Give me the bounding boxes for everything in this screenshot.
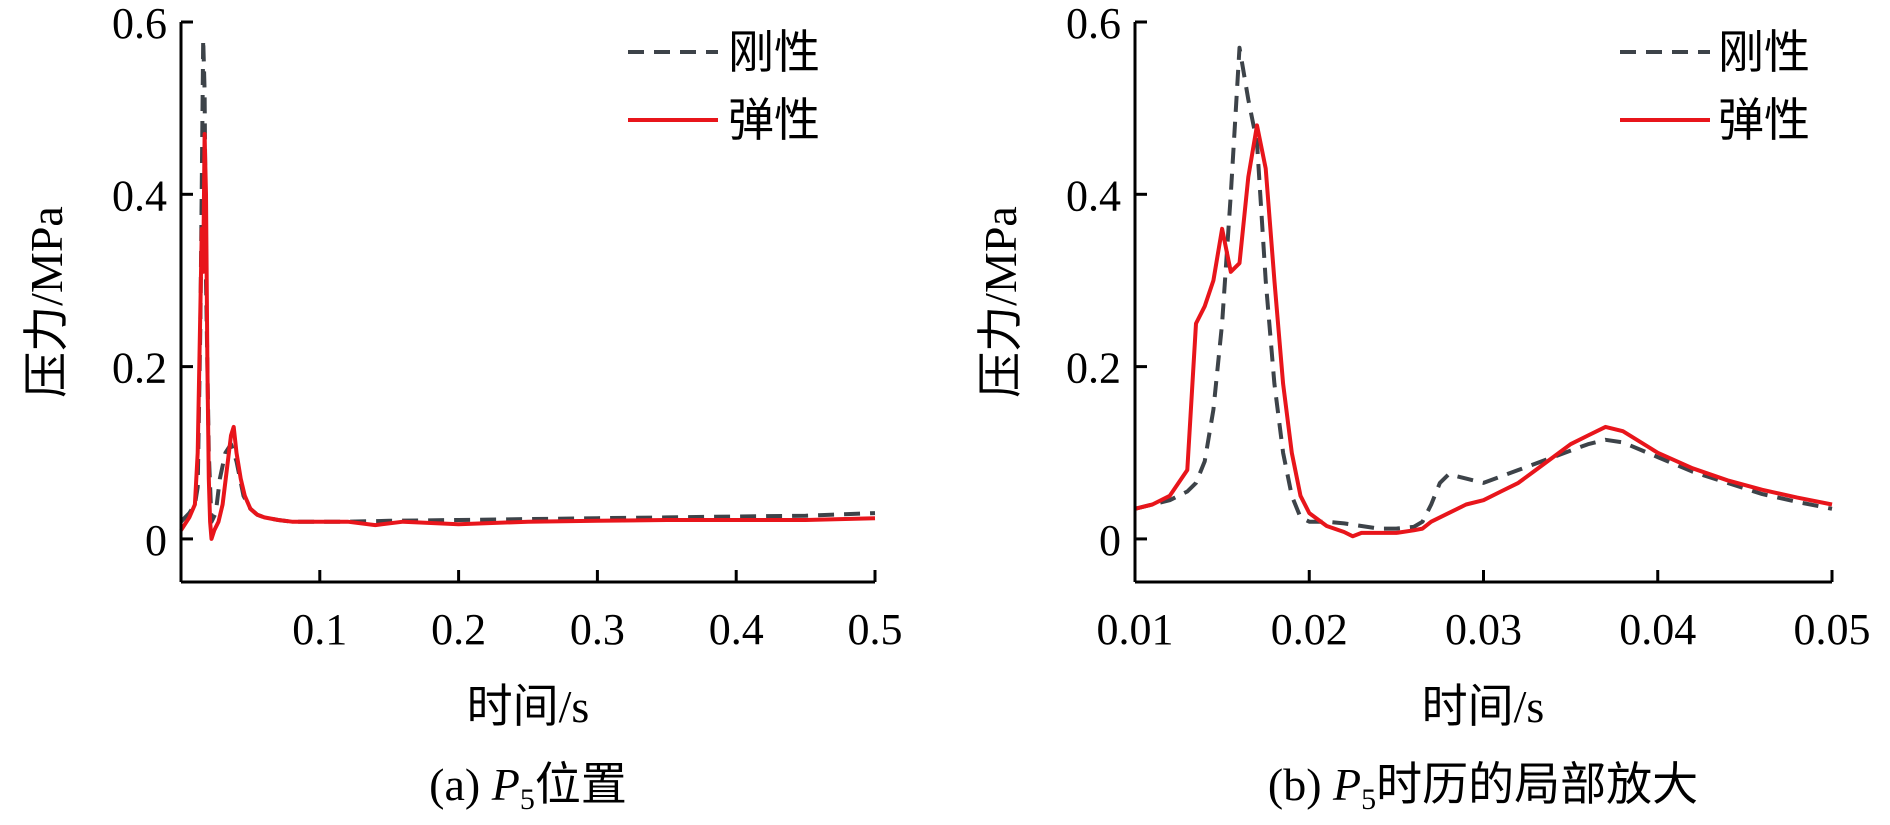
- x-tick-label-a: 0.3: [570, 605, 625, 654]
- y-tick-label-a: 0.2: [112, 344, 167, 393]
- y-ticks-a: 0 0.2 0.4 0.6: [112, 0, 193, 565]
- x-tick-label-a: 0.4: [709, 605, 764, 654]
- y-ticks-b: 0 0.2 0.4 0.6: [1066, 0, 1147, 565]
- series-line-elastic-b: [1134, 123, 1833, 539]
- plot-area-a: [179, 37, 876, 541]
- x-tick-label-a: 0.5: [848, 605, 903, 654]
- x-tick-label-b: 0.01: [1097, 605, 1174, 654]
- panel-a: 0.1 0.2 0.3 0.4 0.5 0 0.2 0.4 0.6 压力/MPa 时间/s 刚…: [21, 0, 903, 816]
- x-tick-label-b: 0.03: [1445, 605, 1522, 654]
- panel-b: 0.01 0.02 0.03 0.04 0.05 0 0.2 0.4 0.6 压力/MPa 时…: [975, 0, 1871, 816]
- x-tick-label-a: 0.1: [292, 605, 347, 654]
- x-ticks-a: 0.1 0.2 0.3 0.4 0.5: [292, 570, 903, 654]
- y-axis-title-a: 压力/MPa: [21, 206, 72, 398]
- y-tick-label-b: 0: [1099, 516, 1121, 565]
- y-axis-title-b: 压力/MPa: [975, 206, 1026, 398]
- x-tick-label-b: 0.04: [1619, 605, 1696, 654]
- series-line-elastic-a: [179, 132, 876, 541]
- x-axis-title-b: 时间/s: [1422, 681, 1545, 732]
- y-tick-label-b: 0.6: [1066, 0, 1121, 48]
- x-tick-label-b: 0.02: [1271, 605, 1348, 654]
- legend-b: 刚性 弹性: [1620, 27, 1810, 146]
- y-tick-label-b: 0.4: [1066, 171, 1121, 220]
- legend-label-rigid-a: 刚性: [728, 27, 820, 78]
- x-axis-title-a: 时间/s: [467, 681, 590, 732]
- legend-a: 刚性 弹性: [628, 27, 820, 146]
- legend-label-elastic-a: 弹性: [728, 95, 820, 146]
- x-ticks-b: 0.01 0.02 0.03 0.04 0.05: [1097, 570, 1871, 654]
- legend-label-rigid-b: 刚性: [1718, 27, 1810, 78]
- legend-label-elastic-b: 弹性: [1718, 95, 1810, 146]
- y-tick-label-b: 0.2: [1066, 344, 1121, 393]
- y-tick-label-a: 0.6: [112, 0, 167, 48]
- x-tick-label-a: 0.2: [431, 605, 486, 654]
- y-tick-label-a: 0: [145, 516, 167, 565]
- series-line-rigid-b: [1134, 45, 1833, 531]
- caption-b: (b) P5时历的局部放大: [1268, 759, 1698, 816]
- x-tick-label-b: 0.05: [1794, 605, 1871, 654]
- plot-area-b: [1134, 45, 1833, 539]
- y-tick-label-a: 0.4: [112, 171, 167, 220]
- caption-a: (a) P5位置: [429, 759, 627, 816]
